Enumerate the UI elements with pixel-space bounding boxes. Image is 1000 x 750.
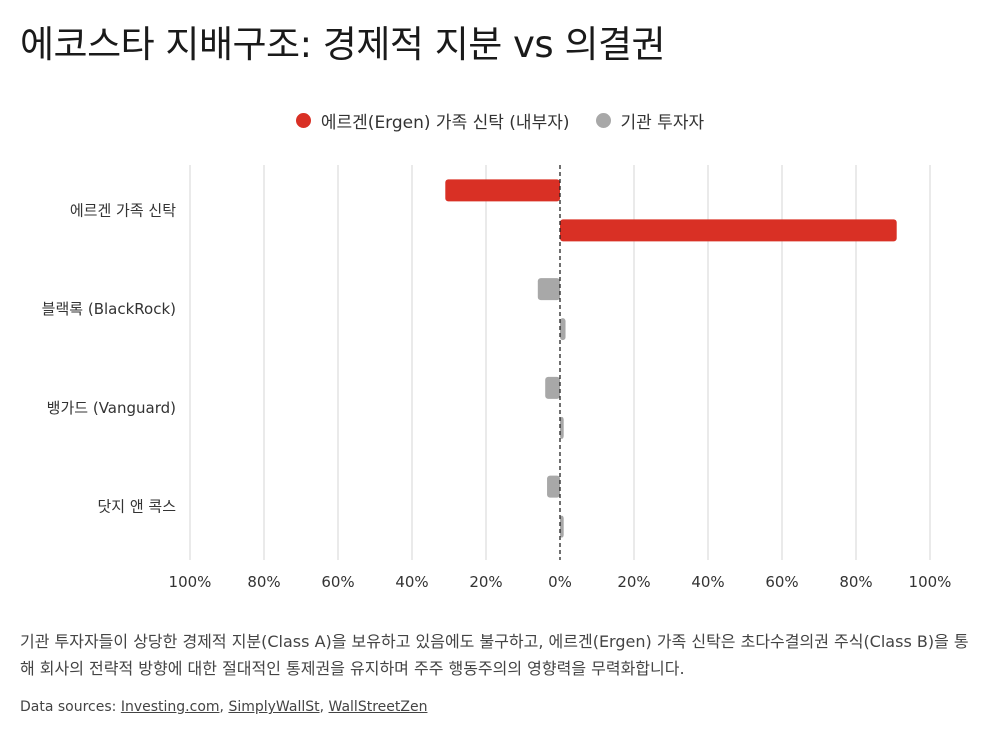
chart-footnote: 기관 투자자들이 상당한 경제적 지분(Class A)을 보유하고 있음에도 … bbox=[20, 632, 969, 678]
bar-left bbox=[537, 278, 560, 301]
bar-right bbox=[560, 416, 564, 439]
x-tick-label: 0% bbox=[548, 573, 572, 590]
legend-dot-red-icon bbox=[295, 113, 311, 128]
bar-left bbox=[547, 475, 560, 498]
y-category-label: 뱅가드 (Vanguard) bbox=[47, 399, 176, 417]
sources-prefix: Data sources: bbox=[20, 699, 121, 715]
legend-item-insider[interactable]: 에르겐(Ergen) 가족 신탁 (내부자) bbox=[295, 108, 570, 133]
legend: 에르겐(Ergen) 가족 신탁 (내부자) 기관 투자자 bbox=[0, 108, 1000, 133]
x-tick-label: 100% bbox=[169, 573, 212, 590]
legend-item-institutional[interactable]: 기관 투자자 bbox=[595, 108, 705, 133]
data-sources: Data sources: Investing.com, SimplyWallS… bbox=[20, 699, 428, 715]
bar-right bbox=[560, 515, 564, 538]
legend-dot-gray-icon bbox=[595, 113, 611, 128]
x-tick-label: 40% bbox=[395, 573, 428, 590]
x-tick-label: 60% bbox=[765, 573, 798, 590]
x-tick-label: 20% bbox=[469, 573, 502, 590]
x-tick-label: 40% bbox=[691, 573, 724, 590]
legend-label-institutional: 기관 투자자 bbox=[620, 113, 705, 133]
source-link-investing[interactable]: Investing.com bbox=[120, 699, 220, 715]
source-link-wallstreetzen[interactable]: WallStreetZen bbox=[328, 699, 428, 715]
legend-label-insider: 에르겐(Ergen) 가족 신탁 (내부자) bbox=[320, 113, 570, 133]
bar-right bbox=[560, 219, 897, 242]
x-tick-label: 80% bbox=[839, 573, 872, 590]
bar-chart: 100% 80% 60% 40% 20% 0% 20% 40% 60% 80% 100% 에르겐 가족… bbox=[42, 165, 952, 590]
y-category-label: 닷지 앤 콕스 bbox=[97, 498, 176, 516]
bar-left bbox=[445, 179, 560, 202]
y-category-label: 블랙록 (BlackRock) bbox=[42, 300, 176, 318]
x-tick-label: 20% bbox=[617, 573, 650, 590]
source-link-simplywallst[interactable]: SimplyWallSt bbox=[228, 699, 320, 715]
x-tick-label: 60% bbox=[321, 573, 354, 590]
bar-right bbox=[560, 318, 566, 341]
x-tick-label: 80% bbox=[247, 573, 280, 590]
bar-left bbox=[545, 376, 560, 399]
chart-title: 에코스타 지배구조: 경제적 지분 vs 의결권 bbox=[20, 23, 666, 66]
x-tick-label: 100% bbox=[909, 573, 952, 590]
y-category-label: 에르겐 가족 신탁 bbox=[70, 201, 176, 219]
